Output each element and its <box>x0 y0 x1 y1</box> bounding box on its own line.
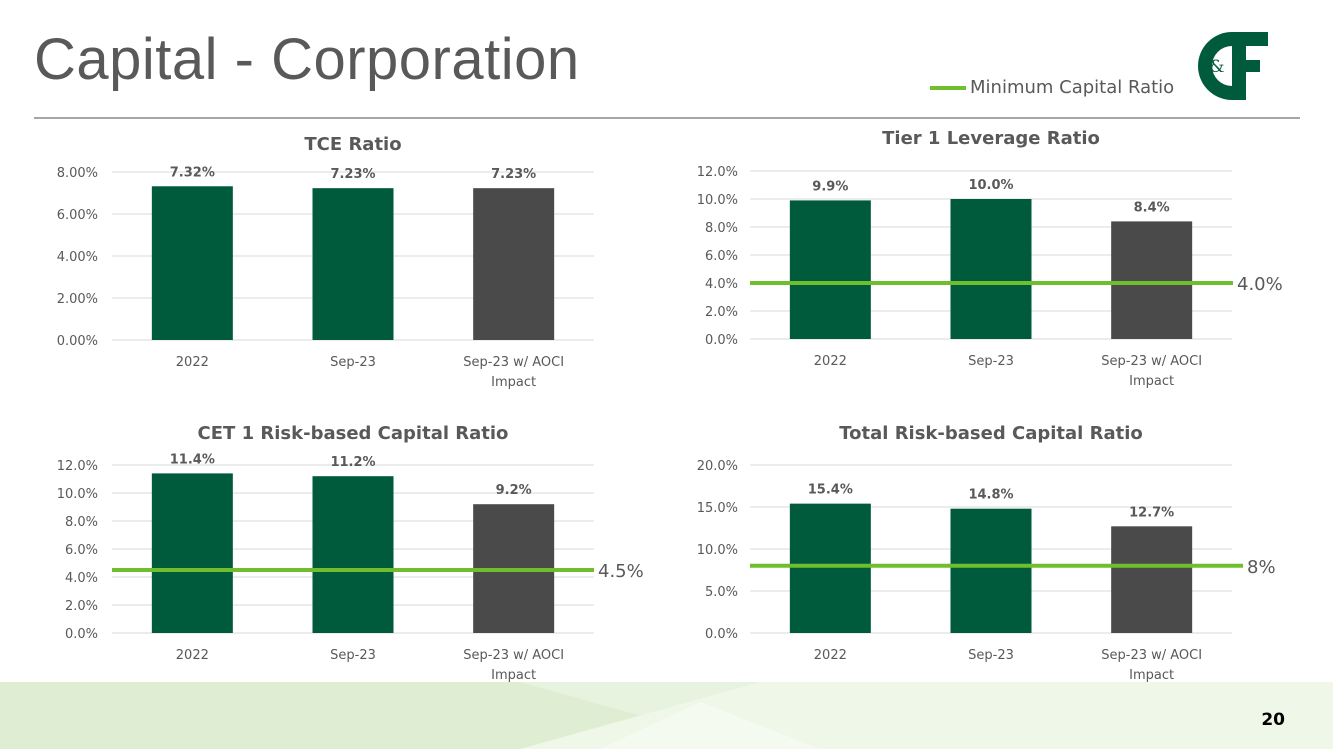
data-label: 9.2% <box>496 483 532 498</box>
x-category-label: Sep-23 <box>330 648 376 663</box>
y-tick-label: 2.0% <box>65 599 98 614</box>
svg-text:&: & <box>1209 57 1224 77</box>
y-tick-label: 15.0% <box>697 501 738 516</box>
y-tick-label: 12.0% <box>57 459 98 474</box>
data-label: 15.4% <box>808 483 853 498</box>
y-tick-label: 12.0% <box>697 165 738 180</box>
x-category-label: 2022 <box>814 354 847 369</box>
minimum-label: 4.0% <box>1237 274 1283 295</box>
x-category-label: Sep-23 w/ AOCI Impact <box>463 355 564 390</box>
bar <box>151 473 233 633</box>
y-tick-label: 10.0% <box>697 543 738 558</box>
x-category-label: Sep-23 w/ AOCI Impact <box>463 648 564 683</box>
y-tick-label: 10.0% <box>57 487 98 502</box>
x-category-label: Sep-23 w/ AOCI Impact <box>1101 648 1202 683</box>
minimum-label: 8% <box>1247 557 1276 578</box>
y-tick-label: 8.0% <box>65 515 98 530</box>
bar <box>1111 526 1193 633</box>
y-tick-label: 0.0% <box>705 333 738 348</box>
y-tick-label: 0.0% <box>65 627 98 642</box>
chart-legend: Minimum Capital Ratio <box>930 77 1174 98</box>
y-tick-label: 4.0% <box>705 277 738 292</box>
y-tick-label: 2.0% <box>705 305 738 320</box>
y-tick-label: 8.00% <box>57 166 98 181</box>
y-tick-label: 0.0% <box>705 627 738 642</box>
y-tick-label: 0.00% <box>57 334 98 349</box>
minimum-label: 4.5% <box>598 561 644 582</box>
chart-title: Total Risk-based Capital Ratio <box>839 423 1142 444</box>
x-category-label: Sep-23 <box>330 355 376 370</box>
title-divider <box>34 117 1300 119</box>
data-label: 8.4% <box>1134 200 1170 215</box>
x-category-label: 2022 <box>176 355 209 370</box>
x-category-label: 2022 <box>176 648 209 663</box>
data-label: 7.23% <box>491 167 536 182</box>
company-logo: & <box>1198 32 1268 100</box>
page-number: 20 <box>1261 710 1285 730</box>
x-category-label: Sep-23 <box>968 354 1014 369</box>
chart-title: TCE Ratio <box>304 134 401 155</box>
bar <box>312 476 394 633</box>
data-label: 7.23% <box>330 167 375 182</box>
bar <box>312 188 394 340</box>
x-category-label: Sep-23 <box>968 648 1014 663</box>
bar <box>1111 221 1193 339</box>
bar <box>950 508 1032 633</box>
bar <box>789 200 871 339</box>
bar <box>151 186 233 340</box>
y-tick-label: 6.00% <box>57 208 98 223</box>
y-tick-label: 8.0% <box>705 221 738 236</box>
y-tick-label: 2.00% <box>57 292 98 307</box>
data-label: 14.8% <box>968 488 1013 503</box>
legend-label: Minimum Capital Ratio <box>970 77 1175 98</box>
data-label: 9.9% <box>812 179 848 194</box>
data-label: 11.2% <box>330 455 375 470</box>
x-category-label: Sep-23 w/ AOCI Impact <box>1101 354 1202 389</box>
x-category-label: 2022 <box>814 648 847 663</box>
y-tick-label: 6.0% <box>705 249 738 264</box>
chart-title: CET 1 Risk-based Capital Ratio <box>198 423 509 444</box>
y-tick-label: 5.0% <box>705 585 738 600</box>
data-label: 10.0% <box>968 178 1013 193</box>
bar <box>789 503 871 633</box>
y-tick-label: 6.0% <box>65 543 98 558</box>
y-tick-label: 4.0% <box>65 571 98 586</box>
bar <box>473 188 555 340</box>
data-label: 11.4% <box>170 452 215 467</box>
footer-band <box>0 682 1333 749</box>
data-label: 12.7% <box>1129 505 1174 520</box>
y-tick-label: 4.00% <box>57 250 98 265</box>
y-tick-label: 10.0% <box>697 193 738 208</box>
chart-title: Tier 1 Leverage Ratio <box>882 128 1100 149</box>
y-tick-label: 20.0% <box>697 459 738 474</box>
page-title: Capital - Corporation <box>34 27 580 92</box>
bar <box>950 199 1032 339</box>
legend-line-swatch <box>930 85 966 90</box>
data-label: 7.32% <box>170 165 215 180</box>
